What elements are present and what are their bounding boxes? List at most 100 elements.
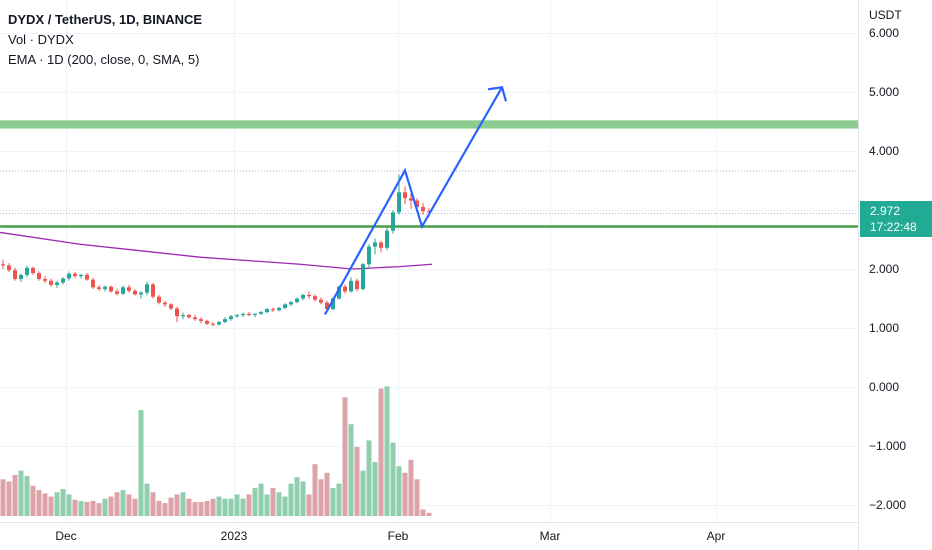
- candle-body: [319, 299, 323, 303]
- candle-body: [277, 307, 281, 311]
- last-price-value: 2.972: [870, 204, 901, 218]
- candle-body: [169, 304, 173, 309]
- candle: [7, 263, 11, 272]
- candle-body: [259, 312, 263, 314]
- candle-body: [415, 200, 419, 208]
- price-tick-label: 6.000: [869, 26, 899, 40]
- candle-body: [199, 319, 203, 321]
- candle: [361, 263, 365, 291]
- candle: [205, 319, 209, 326]
- volume-bar: [54, 492, 60, 516]
- candle-body: [1, 264, 5, 266]
- candle: [247, 312, 251, 317]
- candle-body: [43, 279, 47, 281]
- candle-body: [79, 274, 83, 277]
- symbol-title[interactable]: DYDX / TetherUS, 1D, BINANCE: [8, 12, 203, 27]
- candle-body: [91, 279, 95, 288]
- candle-body: [253, 313, 257, 316]
- candle-body: [49, 280, 53, 285]
- arrow-head-icon: [487, 86, 508, 102]
- volume-bar: [168, 497, 174, 516]
- volume-bar: [156, 500, 162, 516]
- volume-bar: [270, 487, 276, 516]
- candle: [379, 240, 383, 253]
- time-axis[interactable]: Dec 2023 Feb Mar Apr: [55, 529, 725, 543]
- candle-body: [109, 286, 113, 292]
- candle: [211, 322, 215, 327]
- volume-bar: [348, 424, 354, 516]
- volume-bar: [300, 481, 306, 516]
- candle-body: [229, 316, 233, 320]
- candle: [253, 313, 257, 318]
- candle-body: [307, 294, 311, 297]
- candle: [145, 281, 149, 296]
- candle-body: [385, 230, 389, 248]
- candle: [271, 307, 275, 313]
- volume-bar: [360, 470, 366, 516]
- candle-body: [343, 286, 347, 292]
- candle-body: [133, 290, 137, 295]
- candle: [343, 284, 347, 294]
- candle-body: [7, 265, 11, 271]
- candle: [121, 285, 125, 295]
- candle-body: [157, 296, 161, 303]
- volume-bar: [336, 483, 342, 516]
- volume-bar: [204, 500, 210, 516]
- candle: [91, 277, 95, 290]
- candle: [139, 291, 143, 299]
- volume-bar: [84, 501, 90, 516]
- candle-body: [19, 274, 23, 280]
- ema-indicator-label[interactable]: EMA · 1D (200, close, 0, SMA, 5): [8, 52, 200, 67]
- candle: [49, 278, 53, 287]
- candle-body: [187, 315, 191, 318]
- candle-body: [367, 246, 371, 265]
- candle: [127, 284, 131, 293]
- candle: [31, 266, 35, 275]
- candle-body: [403, 192, 407, 199]
- volume-bar: [312, 464, 318, 516]
- candle-body: [121, 287, 125, 294]
- volume-bar: [240, 498, 246, 516]
- volume-bar: [234, 494, 240, 516]
- candle: [385, 227, 389, 251]
- candle: [217, 320, 221, 326]
- candle-body: [295, 298, 299, 303]
- volume-bar: [24, 476, 30, 516]
- candle: [319, 297, 323, 305]
- candle-body: [115, 291, 119, 294]
- resistance-zone: [0, 120, 858, 129]
- volume-bars: [0, 386, 432, 516]
- candle-body: [73, 273, 77, 277]
- candle-body: [235, 315, 239, 317]
- candle-body: [127, 287, 131, 291]
- candle: [301, 293, 305, 301]
- price-axis[interactable]: 6.0005.0004.0003.0002.0001.0000.000−1.00…: [869, 26, 906, 512]
- candle-body: [103, 286, 107, 290]
- time-tick-label: Apr: [707, 529, 726, 543]
- volume-bar: [174, 494, 180, 516]
- volume-bar: [138, 410, 144, 516]
- volume-bar: [30, 485, 36, 516]
- candle: [133, 289, 137, 296]
- volume-bar: [42, 493, 48, 516]
- candle: [199, 317, 203, 324]
- candle-body: [331, 298, 335, 310]
- volume-bar: [408, 459, 414, 516]
- candle: [37, 271, 41, 281]
- volume-indicator-label[interactable]: Vol · DYDX: [8, 32, 74, 47]
- candle: [79, 273, 83, 279]
- candle-body: [313, 296, 317, 300]
- candle-body: [61, 278, 65, 283]
- volume-tick-label: −1.000: [869, 439, 906, 453]
- candle: [85, 273, 89, 281]
- projection-drawing[interactable]: [324, 86, 508, 315]
- candle-body: [205, 320, 209, 324]
- candle-body: [181, 315, 185, 317]
- candle-body: [397, 192, 401, 213]
- volume-bar: [198, 501, 204, 516]
- volume-bar: [48, 496, 54, 516]
- candle: [265, 307, 269, 314]
- volume-bar: [186, 498, 192, 516]
- volume-bar: [162, 503, 168, 516]
